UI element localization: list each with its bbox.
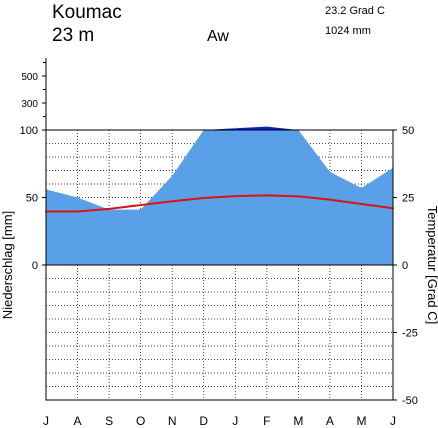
temperature-point — [76, 210, 79, 213]
month-label: N — [168, 414, 177, 428]
month-label: F — [263, 414, 270, 428]
month-label: M — [293, 414, 303, 428]
month-label: A — [326, 414, 334, 428]
annual-precipitation: 1024 mm — [325, 25, 371, 37]
right-tick-label: -25 — [402, 328, 418, 340]
temperature-layer — [45, 194, 394, 213]
left-tick-label: 500 — [21, 72, 38, 83]
month-label: J — [43, 414, 49, 428]
temperature-point — [265, 194, 268, 197]
temperature-point — [139, 204, 142, 206]
right-axis: -50 -25 0 25 50 — [393, 125, 418, 407]
left-tick-label: 50 — [26, 193, 38, 205]
month-label: S — [105, 414, 113, 428]
precipitation-area — [45, 125, 394, 265]
left-axis-title: Niederschlag [mm] — [0, 211, 15, 319]
left-tick-label: 300 — [21, 99, 38, 110]
right-tick-label: 50 — [402, 125, 414, 137]
temperature-point — [171, 200, 174, 203]
month-label: O — [136, 414, 145, 428]
precipitation-point — [171, 175, 173, 177]
temperature-point — [297, 195, 300, 198]
right-tick-label: -50 — [402, 395, 418, 407]
right-axis-title: Temperatur [Grad C] — [425, 206, 438, 325]
precipitation-humid-fill — [203, 126, 299, 130]
temperature-line — [46, 194, 394, 213]
precipitation-point — [360, 187, 363, 189]
month-label: J — [232, 414, 238, 428]
precipitation-point — [234, 127, 237, 130]
precipitation-point — [76, 196, 79, 199]
month-label: J — [390, 414, 396, 428]
right-tick-label: 25 — [402, 193, 414, 205]
station-elevation: 23 m — [52, 25, 94, 46]
right-tick-label: 0 — [402, 260, 408, 272]
station-name: Koumac — [52, 2, 122, 23]
month-label: A — [74, 414, 82, 428]
temperature-point — [202, 197, 205, 199]
temperature-point — [329, 198, 331, 201]
temperature-point — [234, 195, 237, 198]
mean-temperature: 23.2 Grad C — [325, 5, 385, 17]
left-tick-label: 100 — [20, 125, 38, 137]
temperature-point — [108, 207, 110, 210]
climate-class: Aw — [207, 28, 229, 45]
precipitation-point — [139, 208, 142, 211]
month-label: M — [356, 414, 366, 428]
month-label: D — [199, 414, 208, 428]
left-tick-label: 0 — [32, 260, 38, 272]
left-axis: 0 50 100 300 500 — [20, 62, 46, 272]
temperature-point — [360, 203, 363, 205]
precipitation-point — [266, 125, 268, 128]
precipitation-point — [329, 171, 331, 173]
